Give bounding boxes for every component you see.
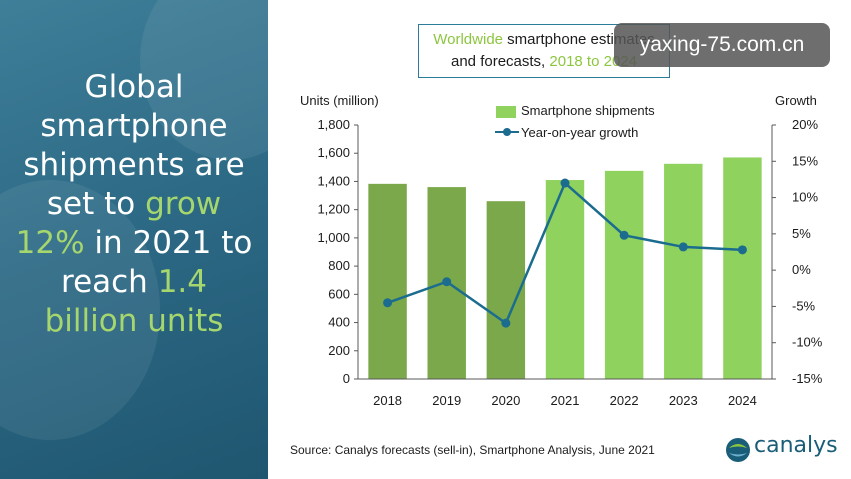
- bar-2023: [664, 163, 703, 379]
- legend-line-label: Year-on-year growth: [521, 125, 639, 140]
- y-tick-label-left: 0: [343, 371, 350, 386]
- y-tick-label-right: -10%: [792, 335, 823, 350]
- canalys-logo-icon: [726, 438, 750, 462]
- headline-text-part: reach: [61, 264, 158, 300]
- growth-point-2024: [737, 245, 747, 255]
- legend-bar-swatch: [496, 106, 516, 118]
- source-note: Source: Canalys forecasts (sell-in), Sma…: [290, 443, 655, 457]
- y-tick-label-left: 1,200: [317, 202, 350, 217]
- legend-bar-label: Smartphone shipments: [521, 103, 655, 118]
- headline-line: 12% in 2021 to: [10, 224, 258, 263]
- canalys-logo-text: canalys: [754, 433, 838, 458]
- y-tick-label-right: 10%: [792, 190, 818, 205]
- headline-line: shipments are: [23, 147, 245, 183]
- headline-highlight: grow: [145, 186, 222, 222]
- y-tick-label-left: 1,600: [317, 145, 350, 160]
- watermark: yaxing-75.com.cn: [614, 23, 830, 67]
- bar-2022: [604, 170, 644, 379]
- growth-point-2018: [383, 298, 393, 308]
- bar-2021: [545, 180, 585, 379]
- y-axis-title-right: Growth: [775, 93, 817, 108]
- x-tick-label: 2019: [432, 393, 461, 408]
- headline-highlight: billion units: [44, 303, 224, 339]
- x-tick-label: 2022: [610, 393, 639, 408]
- growth-point-2021: [560, 178, 570, 188]
- headline-highlight: 1.4: [157, 264, 207, 300]
- headline-text-part: set to: [46, 186, 146, 222]
- y-tick-label-left: 600: [328, 286, 350, 301]
- growth-point-2022: [619, 230, 629, 240]
- y-tick-label-left: 400: [328, 315, 350, 330]
- y-tick-label-right: -5%: [792, 298, 816, 313]
- growth-point-2019: [442, 277, 452, 287]
- x-tick-label: 2021: [551, 393, 580, 408]
- headline-text-part: in 2021 to: [84, 225, 253, 261]
- chart-title-highlight: Worldwide: [433, 31, 503, 48]
- bar-2018: [368, 183, 407, 379]
- x-tick-label: 2024: [728, 393, 757, 408]
- headline-line: reach 1.4: [10, 263, 258, 302]
- x-tick-label: 2023: [669, 393, 698, 408]
- x-tick-label: 2018: [373, 393, 402, 408]
- growth-point-2020: [501, 318, 511, 328]
- y-tick-label-right: 20%: [792, 117, 818, 132]
- chart-title-text: and forecasts,: [451, 53, 550, 70]
- growth-point-2023: [678, 242, 688, 252]
- headline-line: set to grow: [10, 185, 258, 224]
- headline-line: billion units: [10, 302, 258, 341]
- y-tick-label-left: 1,800: [317, 117, 350, 132]
- headline-text: Global smartphone shipments are set to g…: [10, 68, 258, 341]
- y-tick-label-right: 15%: [792, 153, 818, 168]
- y-tick-label-right: 5%: [792, 226, 811, 241]
- y-axis-title-left: Units (million): [300, 93, 379, 108]
- legend-line-swatch: [495, 128, 519, 136]
- headline-line: Global: [84, 69, 184, 105]
- y-tick-label-left: 200: [328, 343, 350, 358]
- x-tick-label: 2020: [491, 393, 520, 408]
- y-tick-label-left: 1,400: [317, 173, 350, 188]
- bar-2024: [723, 157, 762, 379]
- y-tick-label-left: 1,000: [317, 230, 350, 245]
- headline-line: smartphone: [40, 108, 228, 144]
- y-tick-label-left: 800: [328, 258, 350, 273]
- headline-panel: Global smartphone shipments are set to g…: [0, 0, 268, 479]
- y-tick-label-right: 0%: [792, 262, 811, 277]
- headline-highlight: 12%: [15, 225, 85, 261]
- y-tick-label-right: -15%: [792, 371, 823, 386]
